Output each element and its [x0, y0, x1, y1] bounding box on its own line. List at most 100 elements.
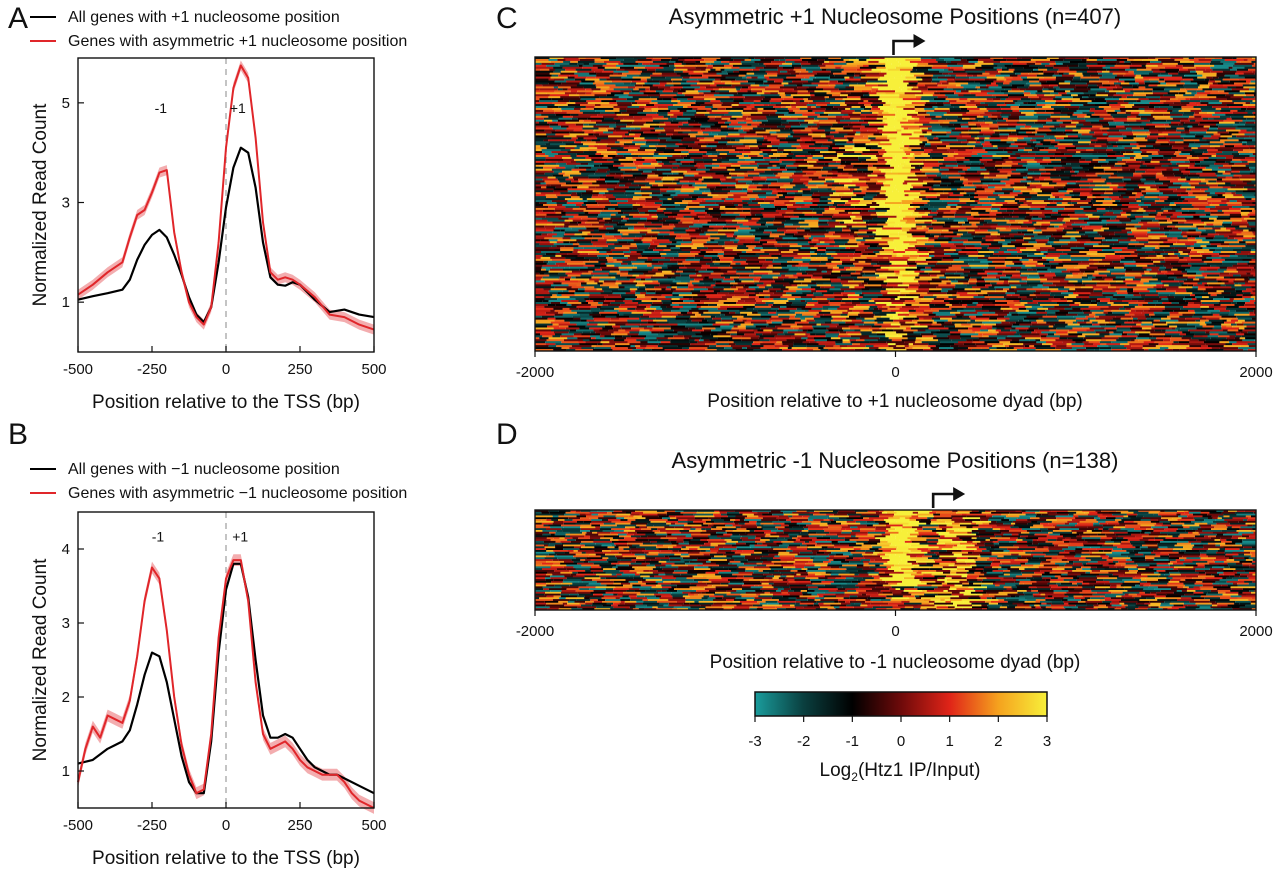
- heatmap-cell: [1184, 86, 1198, 89]
- heatmap-cell: [1190, 153, 1203, 156]
- heatmap-cell: [858, 155, 877, 158]
- heatmap-cell: [903, 127, 909, 130]
- heatmap-cell: [543, 109, 555, 113]
- heatmap-cell: [860, 98, 879, 101]
- heatmap-cell: [618, 115, 634, 119]
- heatmap-cell: [1116, 58, 1128, 62]
- heatmap-cell: [645, 211, 664, 215]
- heatmap-cell: [730, 190, 748, 193]
- heatmap-cell: [741, 86, 749, 89]
- heatmap-cell: [1041, 184, 1057, 187]
- heatmap-cell: [1094, 133, 1103, 136]
- heatmap-cell: [535, 117, 544, 121]
- heatmap-cell: [1195, 135, 1204, 138]
- heatmap-cell: [1054, 94, 1062, 97]
- heatmap-cell: [665, 147, 686, 150]
- heatmap-cell: [904, 160, 910, 164]
- heatmap-cell: [782, 80, 793, 83]
- heatmap-cell: [795, 160, 808, 164]
- heatmap-cell: [1183, 84, 1200, 87]
- heatmap-cell: [877, 113, 896, 117]
- heatmap-cell: [766, 115, 778, 119]
- heatmap-cell: [719, 178, 726, 181]
- heatmap-cell: [695, 102, 705, 105]
- heatmap-cell: [947, 149, 959, 152]
- heatmap-cell: [1107, 137, 1123, 140]
- heatmap-cell: [1138, 143, 1149, 146]
- heatmap-cell: [602, 198, 609, 201]
- heatmap-cell: [576, 164, 594, 168]
- heatmap-cell: [1164, 205, 1172, 209]
- heatmap-cell: [1216, 72, 1235, 75]
- heatmap-cell: [817, 115, 836, 119]
- heatmap-cell: [902, 198, 914, 201]
- heatmap-cell: [786, 155, 796, 158]
- heatmap-cell: [1043, 86, 1054, 89]
- heatmap-cell: [1040, 207, 1045, 211]
- heatmap-cell: [642, 84, 653, 87]
- heatmap-cell: [675, 205, 687, 209]
- heatmap-cell: [793, 68, 806, 72]
- heatmap-cell: [1125, 184, 1138, 187]
- heatmap-cell: [715, 115, 722, 119]
- heatmap-cell: [830, 70, 842, 74]
- heatmap-cell: [1229, 76, 1245, 79]
- heatmap-cell: [846, 104, 865, 107]
- heatmap-cell: [1001, 115, 1009, 119]
- heatmap-cell: [1169, 139, 1184, 142]
- heatmap-cell: [535, 72, 550, 75]
- heatmap-cell: [832, 182, 840, 185]
- heatmap-cell: [1166, 82, 1185, 85]
- heatmap-cell: [617, 153, 632, 156]
- heatmap-cell: [1099, 119, 1114, 123]
- heatmap-cell: [852, 139, 871, 142]
- heatmap-cell: [1223, 84, 1243, 87]
- heatmap-cell: [705, 127, 711, 130]
- heatmap-cell: [865, 147, 872, 150]
- heatmap-cell: [749, 162, 758, 166]
- heatmap-cell: [1211, 196, 1226, 199]
- heatmap-cell: [788, 111, 795, 115]
- heatmap-cell: [1210, 66, 1229, 70]
- heatmap-cell: [892, 176, 908, 179]
- heatmap-cell: [1183, 57, 1189, 60]
- heatmap-cell: [1052, 194, 1065, 197]
- heatmap-cell: [919, 125, 932, 128]
- heatmap-cell: [670, 58, 679, 62]
- heatmap-cell: [1211, 135, 1221, 138]
- heatmap-cell: [888, 109, 898, 113]
- heatmap-cell: [579, 109, 596, 113]
- heatmap-cell: [922, 198, 928, 201]
- heatmap-cell: [661, 160, 670, 164]
- heatmap-cell: [1251, 198, 1256, 201]
- heatmap-cell: [1230, 166, 1250, 170]
- heatmap-cell: [1169, 90, 1188, 93]
- heatmap-cell: [1039, 180, 1053, 183]
- heatmap-cell: [1052, 209, 1058, 213]
- heatmap-cell: [894, 166, 903, 170]
- heatmap-cell: [844, 186, 849, 189]
- heatmap-cell: [568, 125, 583, 128]
- heatmap-cell: [718, 141, 728, 144]
- heatmap-cell: [826, 92, 841, 95]
- heatmap-cell: [1237, 125, 1256, 128]
- heatmap-cell: [1232, 66, 1245, 70]
- heatmap-cell: [1081, 156, 1099, 160]
- heatmap-cell: [771, 192, 778, 195]
- heatmap-cell: [1057, 209, 1075, 213]
- heatmap-cell: [561, 107, 574, 111]
- heatmap-cell: [863, 100, 869, 103]
- heatmap-cell: [979, 113, 992, 117]
- heatmap-cell: [869, 57, 885, 60]
- heatmap-cell: [1145, 86, 1165, 89]
- heatmap-cell: [548, 82, 562, 85]
- heatmap-cell: [918, 86, 928, 89]
- heatmap-cell: [789, 109, 793, 113]
- heatmap-cell: [539, 211, 556, 215]
- heatmap-cell: [1189, 127, 1210, 130]
- heatmap-cell: [939, 184, 948, 187]
- heatmap-cell: [1139, 147, 1155, 150]
- heatmap-cell: [1068, 135, 1078, 138]
- heatmap-cell: [982, 182, 990, 185]
- heatmap-cell: [1178, 149, 1192, 152]
